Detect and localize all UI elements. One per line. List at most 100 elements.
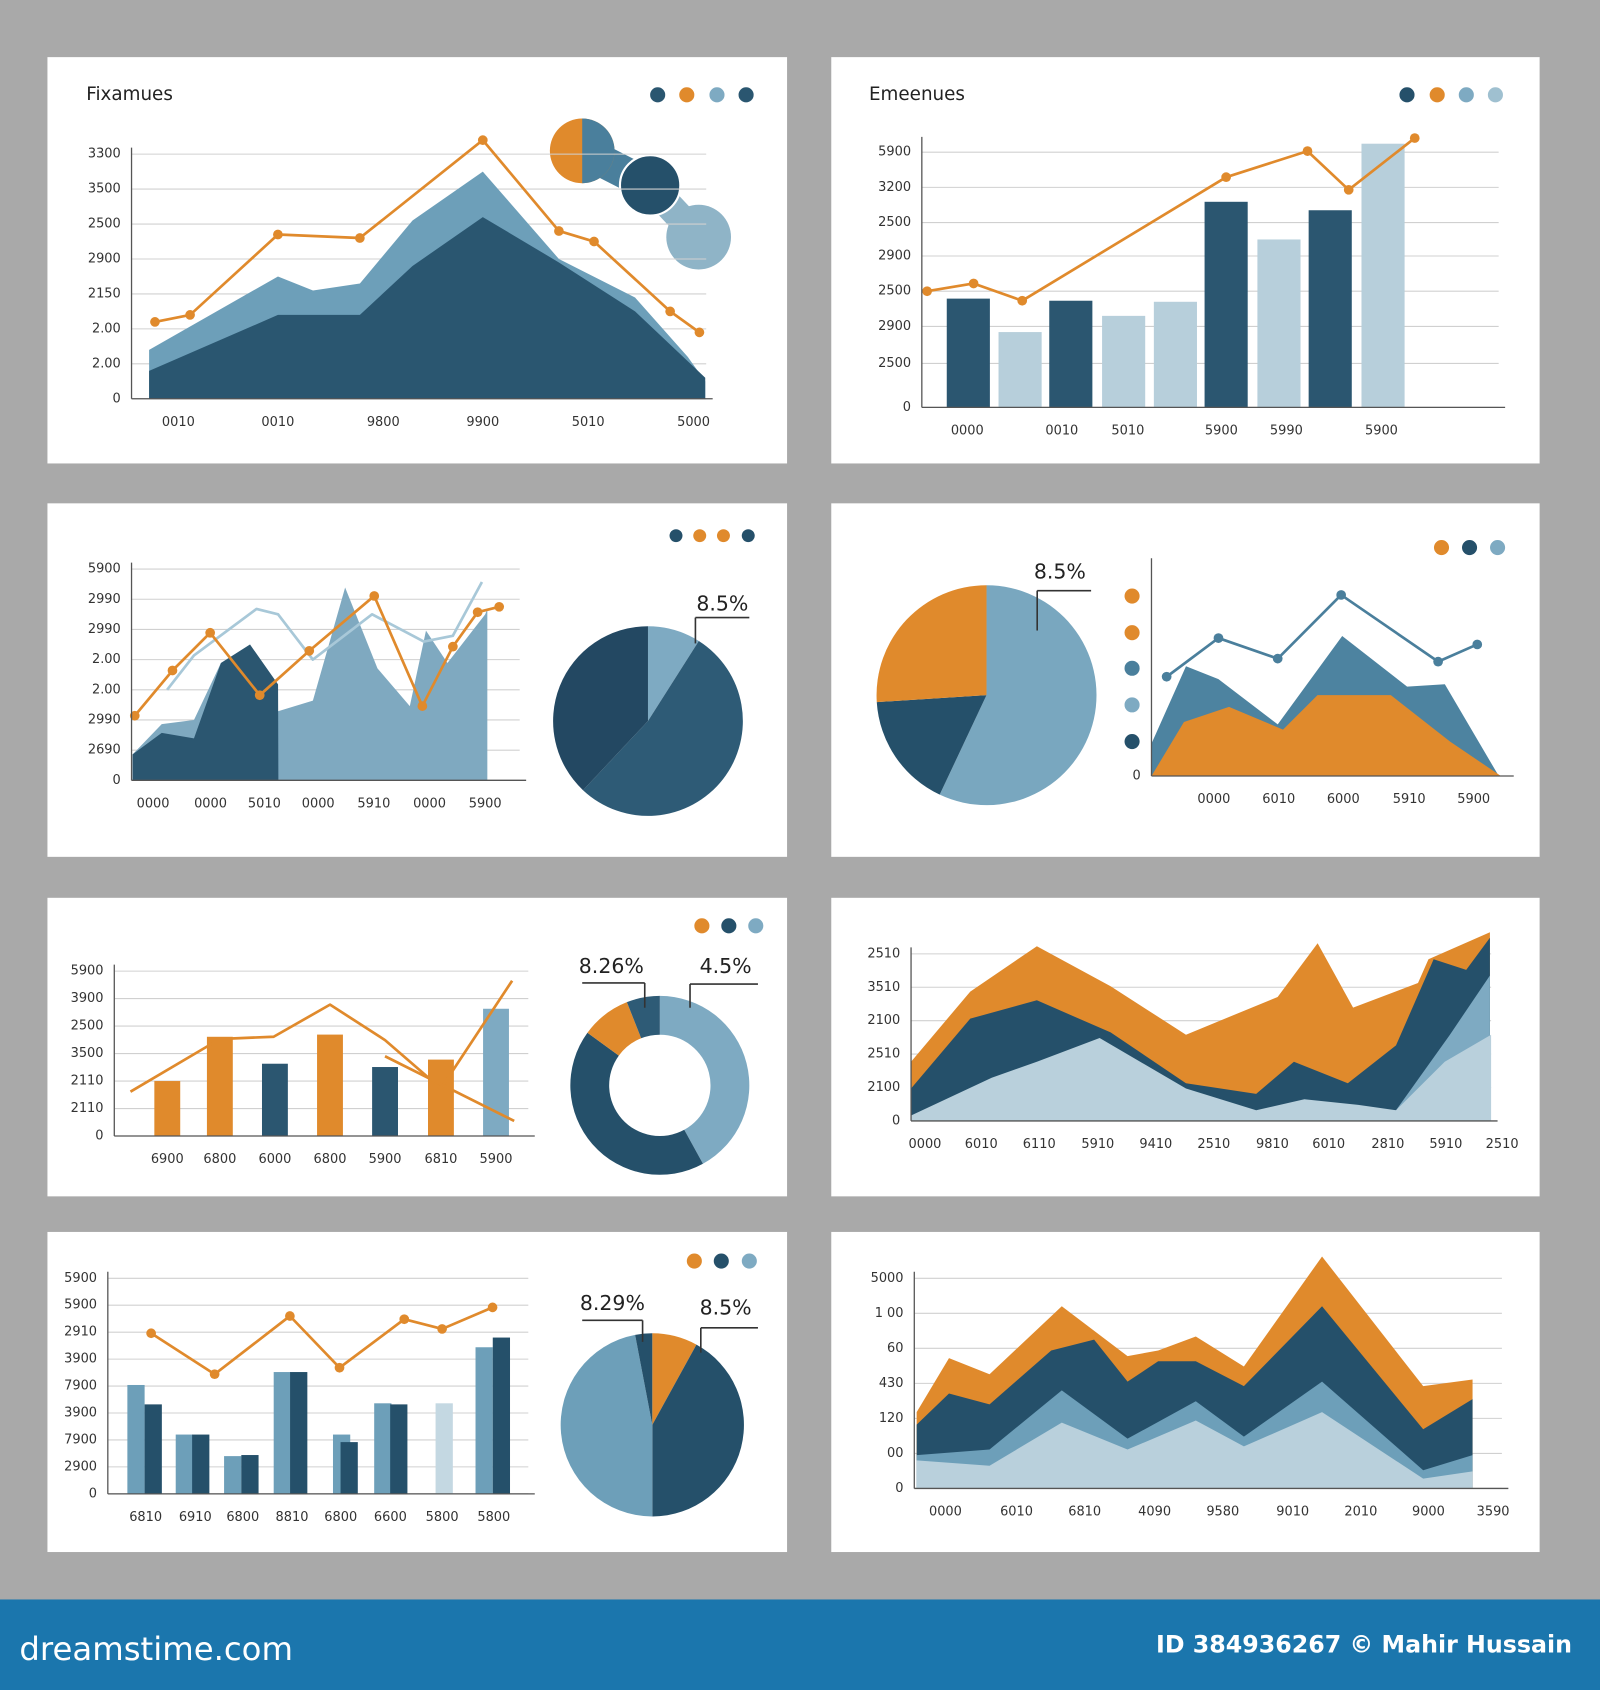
y-tick-label: 60 xyxy=(887,1341,903,1356)
dot xyxy=(1429,87,1445,103)
dot xyxy=(694,918,710,934)
annotation: 8.5% xyxy=(696,592,748,616)
x-tick-label: 8810 xyxy=(276,1510,309,1525)
y-tick-label: 120 xyxy=(879,1411,904,1426)
x-tick-label: 5990 xyxy=(1270,424,1303,439)
point xyxy=(922,286,932,297)
point xyxy=(304,646,315,656)
point xyxy=(1017,295,1028,306)
y-tick-label: 2900 xyxy=(64,1459,97,1474)
x-tick-label: 0000 xyxy=(413,797,446,812)
x-tick-label: 5010 xyxy=(1111,424,1144,439)
point xyxy=(355,233,365,243)
x-tick-label: 3590 xyxy=(1477,1505,1510,1520)
bar xyxy=(428,1059,454,1137)
x-tick-label: 5900 xyxy=(1205,424,1238,439)
point xyxy=(1409,133,1420,143)
y-tick-label: 2500 xyxy=(878,356,911,371)
point xyxy=(1472,639,1483,650)
x-tick-label: 6800 xyxy=(226,1510,259,1525)
x-tick-label: 6810 xyxy=(424,1152,457,1167)
y-tick-label: 2990 xyxy=(88,592,121,607)
slice xyxy=(876,695,987,795)
x-tick-label: 5910 xyxy=(1081,1137,1114,1152)
point xyxy=(209,1369,220,1380)
dot xyxy=(650,87,666,103)
point xyxy=(694,327,705,338)
x-tick-label: 5010 xyxy=(572,415,605,430)
bubble xyxy=(618,154,682,217)
bar xyxy=(261,1063,288,1137)
y-tick-label: 5900 xyxy=(88,562,121,577)
x-tick-label: 9010 xyxy=(1276,1505,1309,1520)
point xyxy=(369,591,380,601)
area xyxy=(132,644,279,781)
y-tick-label: 2110 xyxy=(71,1101,104,1116)
y-tick-label: 2.00 xyxy=(92,652,121,667)
bubble xyxy=(666,204,731,270)
point xyxy=(477,135,488,145)
point xyxy=(334,1362,345,1373)
chart-title: Fixamues xyxy=(86,84,173,105)
point xyxy=(665,306,675,317)
point xyxy=(1272,653,1283,664)
dot xyxy=(741,1253,757,1269)
dot xyxy=(1124,733,1140,750)
bar xyxy=(1204,201,1248,408)
x-tick-label: 5910 xyxy=(357,797,390,812)
bar xyxy=(946,298,990,408)
x-tick-label: 5800 xyxy=(426,1510,459,1525)
bar xyxy=(435,1403,453,1494)
y-tick-label: 3900 xyxy=(64,1406,97,1421)
bar xyxy=(390,1404,408,1494)
bar xyxy=(241,1455,259,1494)
x-tick-label: 2510 xyxy=(1197,1137,1230,1152)
bar xyxy=(372,1067,398,1137)
x-tick-label: 0000 xyxy=(929,1505,962,1520)
slice xyxy=(876,585,987,703)
bar xyxy=(1361,143,1405,408)
point xyxy=(254,690,265,701)
area xyxy=(149,217,706,399)
bar xyxy=(1049,300,1093,408)
y-tick-label: 3900 xyxy=(71,991,104,1006)
x-tick-label: 0010 xyxy=(162,415,195,430)
line xyxy=(1165,593,1478,678)
dot xyxy=(1433,539,1450,556)
point xyxy=(185,310,195,320)
bar xyxy=(144,1404,162,1494)
line xyxy=(129,979,514,1093)
point xyxy=(285,1311,295,1321)
y-tick-label: 2990 xyxy=(88,712,121,727)
point xyxy=(968,278,979,289)
point xyxy=(1213,633,1224,643)
y-tick-label: 2510 xyxy=(867,1047,900,1062)
dot xyxy=(669,529,683,543)
annotation: 8.5% xyxy=(1034,559,1086,583)
bar xyxy=(1102,315,1146,408)
y-tick-label: 2510 xyxy=(867,946,900,961)
bar xyxy=(1257,239,1301,408)
point xyxy=(589,236,599,247)
y-tick-label: 3300 xyxy=(88,147,121,162)
slice xyxy=(583,640,743,816)
y-tick-label: 2.00 xyxy=(92,356,121,371)
dot xyxy=(1124,625,1140,641)
x-tick-label: 6010 xyxy=(1000,1505,1033,1520)
y-tick-label: 2690 xyxy=(88,743,121,758)
dot xyxy=(741,529,755,543)
y-tick-label: 0 xyxy=(892,1113,900,1128)
x-tick-label: 6800 xyxy=(203,1152,236,1167)
x-tick-label: 9900 xyxy=(466,415,499,430)
y-tick-label: 2900 xyxy=(88,251,121,266)
y-tick-label: 2500 xyxy=(71,1019,104,1034)
slice xyxy=(587,1002,642,1056)
dot xyxy=(709,87,725,103)
y-tick-label: 7900 xyxy=(64,1379,97,1394)
x-tick-label: 0000 xyxy=(302,797,335,812)
bar xyxy=(206,1036,233,1137)
x-tick-label: 6010 xyxy=(1312,1137,1345,1152)
area xyxy=(1151,695,1501,777)
y-tick-label: 2110 xyxy=(71,1074,104,1089)
